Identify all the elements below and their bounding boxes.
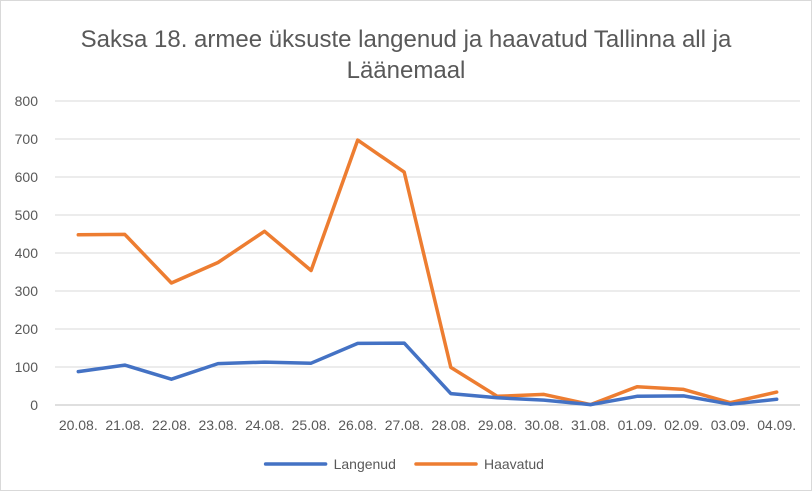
x-tick-label: 30.08. — [524, 417, 563, 433]
x-tick-label: 29.08. — [478, 417, 517, 433]
y-tick-label: 800 — [15, 93, 39, 109]
x-tick-label: 21.08. — [105, 417, 144, 433]
x-tick-label: 02.09. — [664, 417, 703, 433]
y-tick-label: 0 — [30, 397, 38, 413]
legend-label-langenud: Langenud — [334, 456, 396, 472]
series-lines — [76, 138, 779, 407]
legend-label-haavatud: Haavatud — [484, 456, 544, 472]
series-line-langenud — [76, 341, 779, 407]
x-tick-label: 25.08. — [292, 417, 331, 433]
chart-title-line-1: Saksa 18. armee üksuste langenud ja haav… — [80, 26, 732, 53]
x-tick-label: 20.08. — [59, 417, 98, 433]
y-tick-label: 600 — [15, 169, 39, 185]
y-tick-label: 700 — [15, 131, 39, 147]
gridlines — [55, 100, 800, 406]
x-tick-label: 31.08. — [571, 417, 610, 433]
legend: Langenud Haavatud — [263, 456, 544, 472]
y-tick-label: 500 — [15, 207, 39, 223]
y-tick-label: 300 — [15, 283, 39, 299]
x-tick-label: 22.08. — [152, 417, 191, 433]
x-axis-ticks: 20.08. 21.08. 22.08. 23.08. 24.08. 25.08. 26.0… — [59, 417, 796, 433]
x-tick-label: 28.08. — [431, 417, 470, 433]
series-line-haavatud — [76, 138, 779, 407]
x-tick-label: 23.08. — [199, 417, 238, 433]
x-tick-label: 26.08. — [338, 417, 377, 433]
y-tick-label: 200 — [15, 321, 39, 337]
chart-title-line-2: Läänemaal — [346, 57, 466, 84]
chart-title: Saksa 18. armee üksuste langenud ja haav… — [0, 24, 812, 86]
y-tick-label: 100 — [15, 359, 39, 375]
y-tick-label: 400 — [15, 245, 39, 261]
x-tick-label: 03.09. — [711, 417, 750, 433]
x-tick-label: 04.09. — [757, 417, 796, 433]
x-tick-label: 24.08. — [245, 417, 284, 433]
x-tick-label: 27.08. — [385, 417, 424, 433]
y-axis-ticks: 0 100 200 300 400 500 600 700 800 — [15, 93, 39, 413]
x-tick-label: 01.09. — [618, 417, 657, 433]
